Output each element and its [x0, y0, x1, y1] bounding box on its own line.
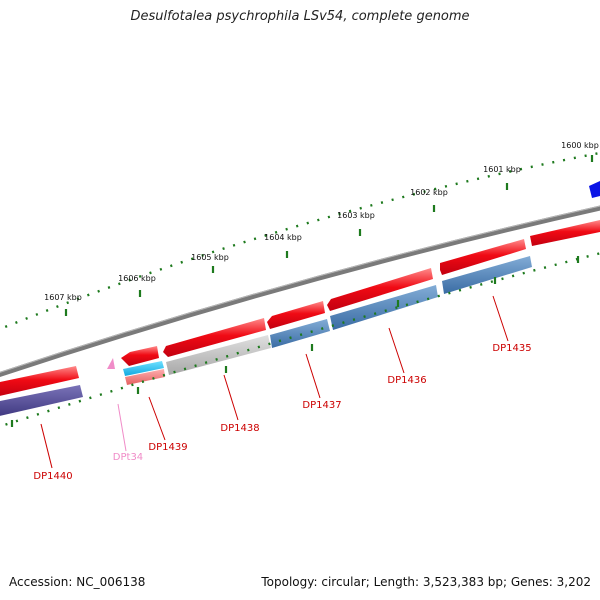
gene-label-DP1437: DP1437 — [302, 400, 341, 411]
gene-label-DP1438: DP1438 — [220, 423, 259, 434]
gene-DP1439-fwd[interactable] — [163, 318, 266, 357]
scale-label-1603: 1603 kbp — [337, 211, 375, 220]
scale-label-1600: 1600 kbp — [561, 141, 599, 150]
gene-DP1436-rev[interactable] — [330, 285, 438, 330]
gene-DP1440-rev[interactable] — [0, 385, 83, 417]
accession-text: Accession: NC_006138 — [9, 575, 146, 589]
gene-DP1437-rev[interactable] — [270, 319, 330, 348]
gene-label-DP1440: DP1440 — [33, 471, 72, 482]
gene-label-DPt34: DPt34 — [113, 452, 143, 463]
scale-label-1601: 1601 kbp — [483, 165, 521, 174]
scale-major-ticks — [64, 155, 594, 316]
scale-label-1605: 1605 kbp — [191, 253, 229, 262]
genome-stats-text: Topology: circular; Length: 3,523,383 bp… — [261, 575, 591, 589]
genome-backbone — [0, 205, 600, 377]
gene-DP1439-rev-salmon[interactable] — [125, 369, 165, 385]
gene-DP1436[interactable] — [440, 239, 526, 275]
inner-major-ticks — [10, 256, 580, 427]
scale-label-1602: 1602 kbp — [410, 188, 448, 197]
blue-feature-right — [589, 181, 600, 198]
gene-DP1435[interactable] — [530, 220, 600, 246]
gene-label-DP1436: DP1436 — [387, 375, 426, 386]
gene-DP1437[interactable] — [327, 268, 433, 311]
gene-DP1438-rev[interactable] — [166, 335, 271, 375]
scale-label-1607: 1607 kbp — [44, 293, 82, 302]
gene-label-DP1439: DP1439 — [148, 442, 187, 453]
outer-scale-dots — [0, 151, 600, 331]
gene-DP1439-rev-cyan[interactable] — [123, 361, 164, 376]
gene-label-DP1435: DP1435 — [492, 343, 531, 354]
scale-label-1606: 1606 kbp — [118, 274, 156, 283]
gene-DP1435-rev[interactable] — [442, 256, 532, 294]
scale-label-1604: 1604 kbp — [264, 233, 302, 242]
gene-DP1440-fwd[interactable] — [0, 366, 79, 397]
gene-DP1439b[interactable] — [121, 346, 159, 366]
inner-scale-dots — [0, 252, 600, 428]
page-title: Desulfotalea psychrophila LSv54, complet… — [130, 9, 470, 24]
trna-DPt34[interactable] — [107, 358, 115, 369]
gene-DP1438[interactable] — [267, 301, 325, 329]
label-leaders — [40, 295, 509, 469]
